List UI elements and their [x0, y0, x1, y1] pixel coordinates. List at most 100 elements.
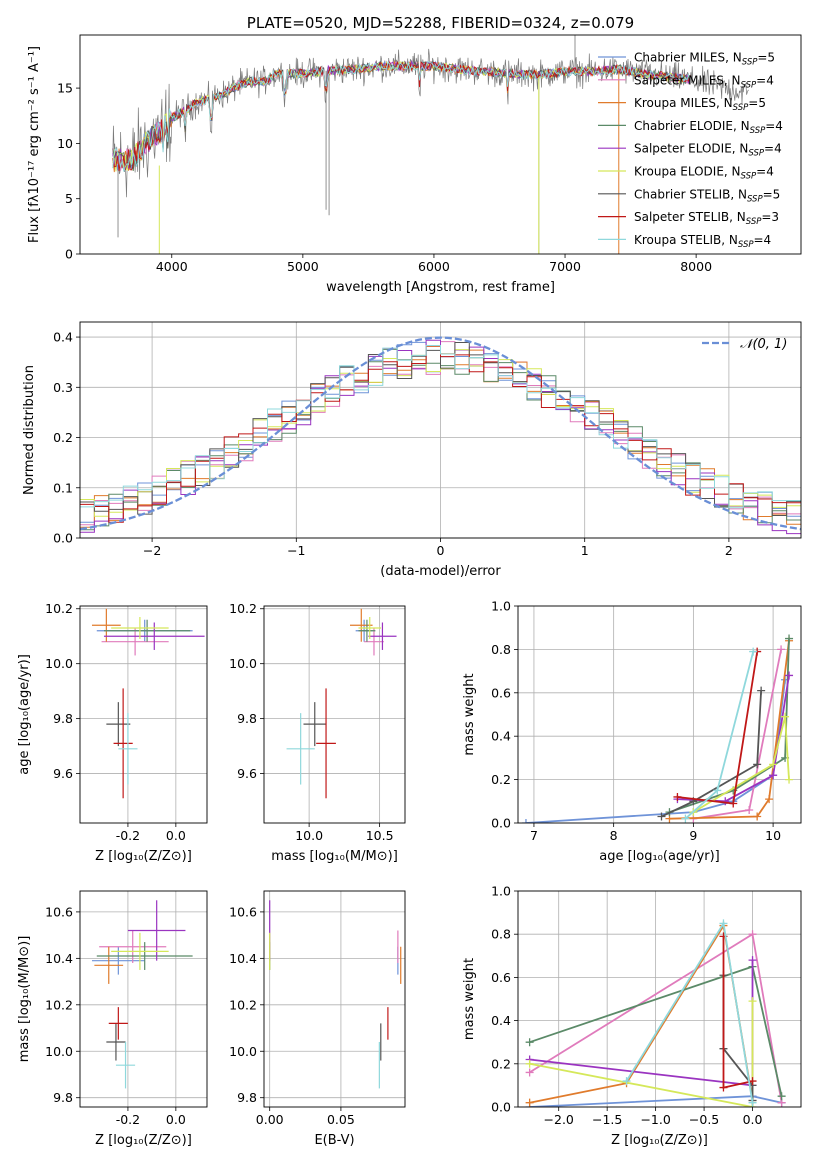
spectrum-model-chabrier-miles	[112, 60, 691, 171]
errorbar-kroupa-stelib	[115, 1041, 136, 1089]
series-chabrier-elodie	[665, 634, 794, 817]
y-tick-label: 0.3	[53, 380, 73, 395]
axes-frame	[517, 890, 802, 1108]
legend: Chabrier MILES, NSSP=5 Salpeter MILES, NS…	[598, 51, 783, 250]
grid	[80, 606, 207, 823]
errorbar-chabrier-stelib	[106, 1023, 126, 1061]
x-axis-label: (data-model)/error	[380, 564, 501, 579]
series-marker	[785, 775, 794, 784]
axes-frame	[79, 34, 802, 255]
series-marker	[719, 919, 728, 928]
x-tick-label: 0.0	[166, 1112, 186, 1127]
errorbar-chabrier-elodie	[358, 619, 376, 642]
series-marker	[769, 771, 778, 780]
axes-frame	[263, 890, 406, 1108]
series-line	[525, 679, 786, 823]
spectrum-model-kroupa-stelib	[112, 60, 691, 172]
histogram-kroupa-stelib	[80, 345, 801, 509]
series-marker	[673, 792, 682, 801]
y-axis-label: mass weight	[462, 673, 477, 755]
errorbar-kroupa-miles	[350, 608, 373, 642]
x-tick-label: −2.0	[544, 1112, 574, 1127]
grid	[264, 891, 405, 1107]
legend-entry: Chabrier MILES, NSSP=5	[634, 51, 775, 68]
y-tick-label: 0.8	[491, 642, 511, 657]
spectrum-model-kroupa-miles	[112, 60, 691, 173]
errorbar-kroupa-elodie	[111, 932, 169, 970]
series-kroupa-miles	[525, 921, 757, 1107]
y-tick-label: 15	[57, 81, 73, 96]
x-tick-label: 10.5	[366, 828, 394, 843]
series-marker	[765, 795, 774, 804]
axes-spectrum: 4000 5000 6000 7000 8000 0 5 10 15 wavelength [An…	[27, 14, 802, 295]
y-tick-label: 0.2	[53, 430, 73, 445]
y-tick-label: 9.8	[53, 1090, 73, 1105]
axes-age_vs_Z: -0.2 0.0 9.6 9.8 10.0 10.2 Z [log₁₀(Z/Z⊙)] age …	[17, 601, 208, 864]
series-marker	[729, 799, 738, 808]
x-axis-label: Z [log₁₀(Z/Z⊙)]	[95, 849, 192, 864]
errorbar-chabrier-elodie	[103, 619, 191, 642]
y-tick-label: 9.8	[237, 711, 257, 726]
series-kroupa-miles	[665, 636, 794, 823]
series-line	[529, 923, 754, 1104]
errorbar-kroupa-miles	[94, 946, 124, 984]
plot-area	[112, 35, 749, 254]
series-line	[625, 920, 754, 1103]
errorbar-kroupa-elodie	[111, 616, 169, 639]
series-kroupa-stelib	[681, 647, 758, 823]
y-tick-label: 10.0	[45, 656, 73, 671]
series-marker	[753, 760, 762, 769]
errorbar-kroupa-elodie	[358, 616, 382, 639]
legend-entry: Salpeter MILES, NSSP=4	[634, 73, 774, 90]
y-tick-label: 9.6	[53, 766, 73, 781]
x-tick-label: -0.2	[116, 828, 140, 843]
x-tick-label: 0.0	[743, 1112, 763, 1127]
legend-entry: Chabrier STELIB, NSSP=5	[634, 187, 780, 204]
series-marker	[721, 797, 730, 806]
x-tick-label: 7	[530, 828, 538, 843]
y-axis-label: mass weight	[462, 958, 477, 1040]
y-tick-label: 0.6	[491, 970, 511, 985]
series-marker	[622, 1077, 631, 1086]
errorbar-salpeter-miles	[101, 627, 169, 656]
x-axis-label: Z [log₁₀(Z/Z⊙)]	[611, 1133, 708, 1148]
series-line	[661, 690, 762, 818]
x-tick-label: 0.05	[327, 1112, 355, 1127]
y-axis-label: Normed distribution	[22, 365, 37, 495]
plot-area	[91, 608, 205, 799]
grid	[264, 606, 405, 823]
series-marker	[657, 812, 666, 821]
errorbar-chabrier-elodie	[96, 942, 193, 970]
series-marker	[525, 1038, 534, 1047]
legend-entry: 𝒩(0, 1)	[740, 337, 787, 352]
y-tick-label: 10.0	[229, 656, 257, 671]
x-tick-label: 2	[725, 543, 733, 558]
axes-mass_vs_Z: -0.2 0.0 9.8 10.0 10.2 10.4 10.6 Z [log₁₀(Z/Z⊙)…	[17, 890, 208, 1148]
grid	[80, 891, 207, 1107]
grid	[518, 605, 801, 824]
errorbar-salpeter-stelib	[316, 688, 336, 799]
y-tick-label: 0.6	[491, 685, 511, 700]
x-axis-label: age [log₁₀(age/yr)]	[599, 849, 720, 864]
series-marker	[753, 812, 762, 821]
series-line	[669, 638, 790, 813]
spectrum-model-kroupa-elodie	[112, 60, 691, 172]
plot-area	[525, 919, 786, 1107]
plot-area	[521, 634, 794, 823]
y-tick-label: 0	[65, 247, 73, 262]
y-tick-label: 10.0	[45, 1044, 73, 1059]
axes-weight_vs_age: 7 8 9 10 0.0 0.2 0.4 0.6 0.8 1.0 age [log₁₀(age/yr…	[462, 599, 802, 864]
x-tick-label: 7000	[549, 259, 581, 274]
y-tick-label: 0.0	[491, 816, 511, 831]
y-tick-label: 0.2	[491, 1056, 511, 1071]
axes-age_vs_mass: 10.0 10.5 9.6 9.8 10.0 10.2 mass [log₁₀(M/M⊙)]	[229, 601, 406, 864]
series-marker	[521, 819, 530, 823]
series-marker	[748, 956, 757, 965]
y-tick-label: 1.0	[491, 599, 511, 614]
y-axis-label: age [log₁₀(age/yr)]	[17, 654, 32, 775]
y-tick-label: 10.0	[229, 1044, 257, 1059]
legend-entry: Salpeter STELIB, NSSP=3	[634, 210, 779, 227]
series-marker	[745, 805, 754, 814]
x-tick-label: −1.5	[592, 1112, 622, 1127]
